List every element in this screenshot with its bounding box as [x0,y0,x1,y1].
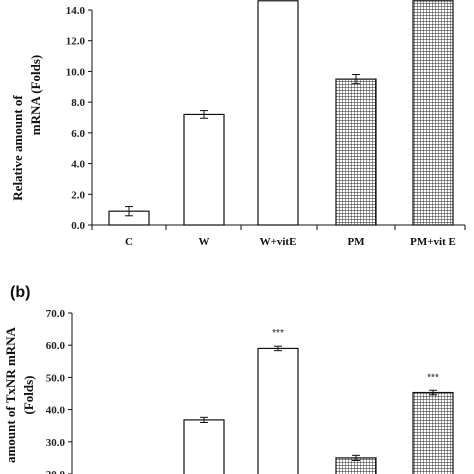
chart-b-y-tick-label: 60.0 [46,340,66,352]
chart-a-y-tick-label: 0.0 [71,220,85,232]
chart-a-y-tick-label: 14.0 [66,5,86,17]
chart-b-bar [257,347,299,474]
chart-a-plot: 0.0 2.0 4.0 6.0 8.0 10.0 12.0 14.0 C W W+vitE PM PM+… [66,0,466,248]
chart-b-significance-label: *** [272,328,284,339]
chart-a-category-label: PM+vit E [410,236,456,248]
chart-a-ylabel-line1: Relative amount of [10,95,25,201]
chart-b-y-tick-label: 20.0 [46,469,66,474]
chart-b-significance-label: *** [427,372,439,383]
chart-b-ylabel-line1: amount of TxNR mRNA [3,326,18,463]
chart-b-y-tick-label: 70.0 [46,308,66,320]
chart-b-plot: 20.0 30.0 40.0 50.0 60.0 70.0 *** *** [46,308,454,474]
chart-a-bar [257,0,299,226]
chart-a: Relative amount of mRNA (Folds) 0.0 2.0 4.… [10,0,466,248]
chart-a-y-tick-label: 2.0 [71,189,85,201]
chart-a-bar [335,78,377,226]
chart-b-y-tick-label: 40.0 [46,405,66,417]
chart-b-y-tick-label: 30.0 [46,437,66,449]
chart-a-category-label: W+vitE [260,236,297,248]
chart-b-bar [183,419,225,474]
chart-b-y-tick-label: 50.0 [46,372,66,384]
chart-a-ylabel-line2: mRNA (Folds) [28,55,43,136]
chart-a-bar [183,113,225,226]
chart-a-category-label: W [199,236,210,248]
chart-a-y-tick-label: 4.0 [71,159,85,171]
chart-b: (b) amount of TxNR mRNA (Folds) 20.0 30.0… [3,284,454,474]
chart-b-bar [412,391,454,474]
chart-a-y-tick-label: 12.0 [66,36,86,48]
chart-a-bar [412,0,454,226]
chart-b-panel-label: (b) [10,284,30,301]
chart-a-category-label: C [125,236,133,248]
chart-a-y-tick-label: 8.0 [71,97,85,109]
chart-a-y-tick-label: 10.0 [66,66,86,78]
chart-a-y-tick-label: 6.0 [71,128,85,140]
chart-a-category-label: PM [347,236,365,248]
chart-b-ylabel-line2: (Folds) [21,376,36,415]
